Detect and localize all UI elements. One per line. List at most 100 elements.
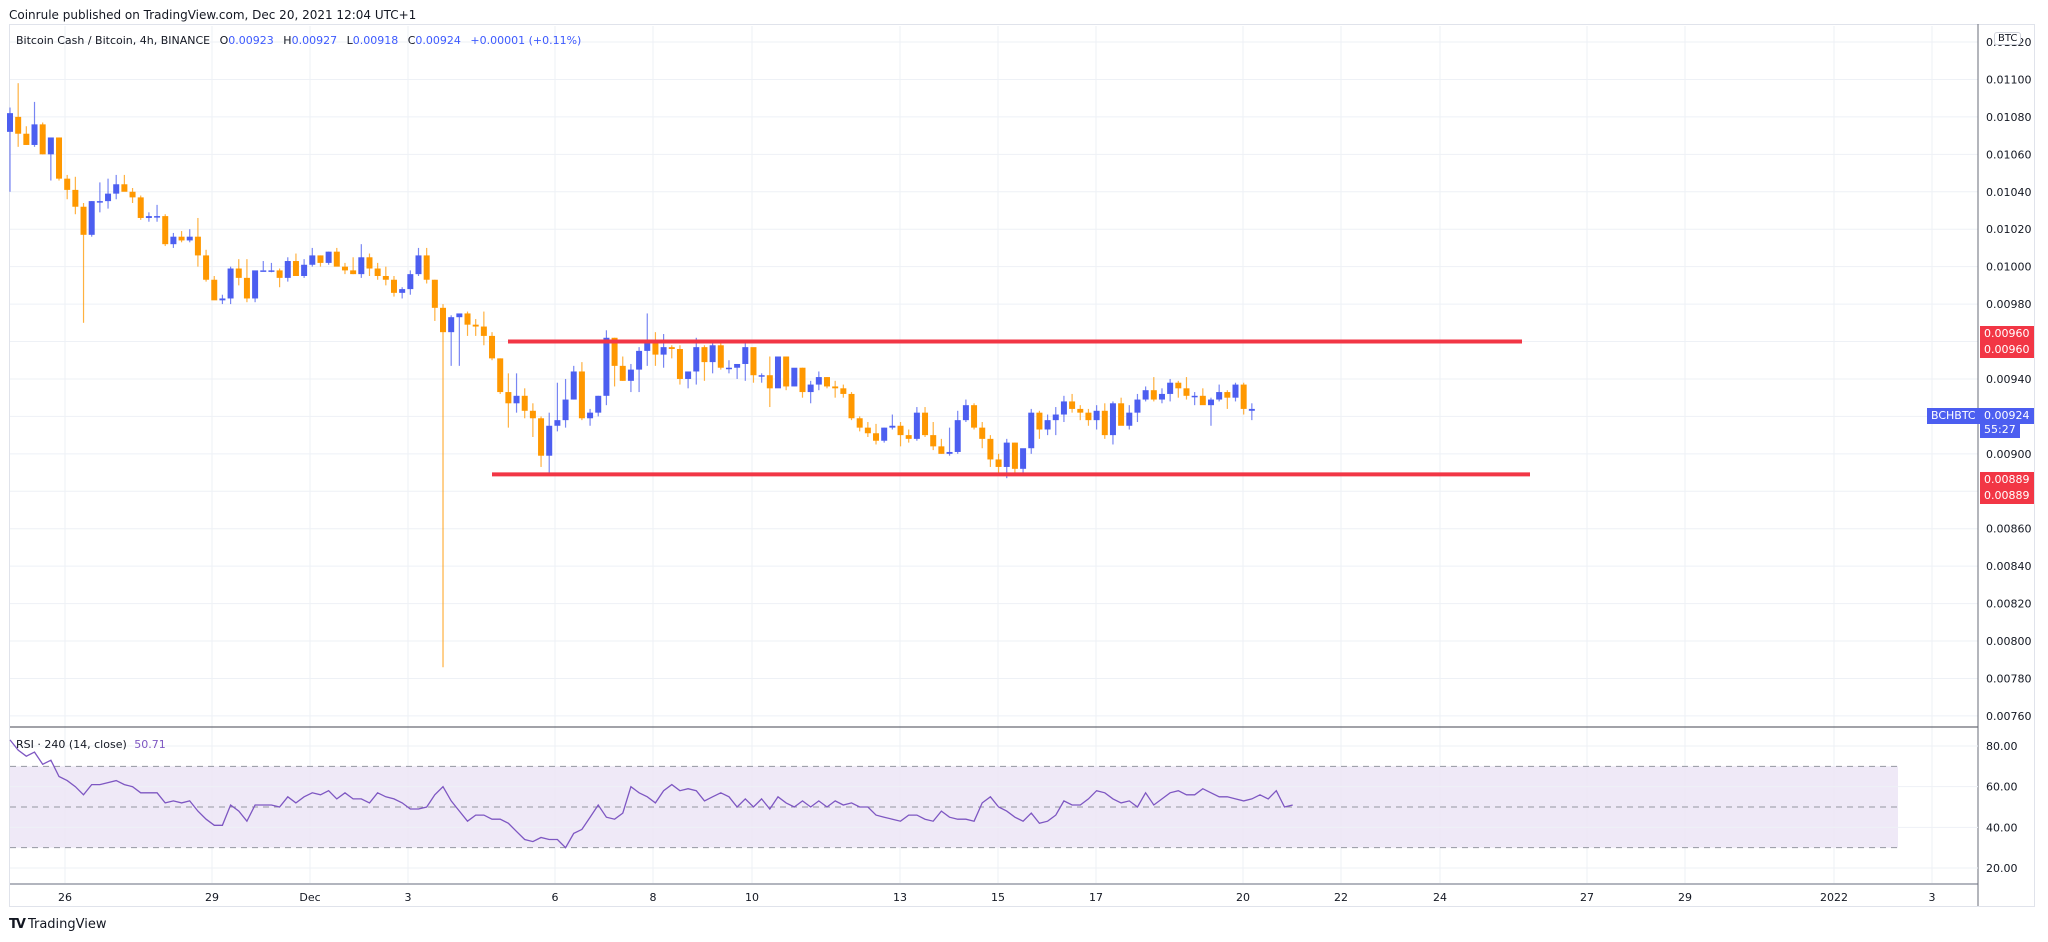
bearish-candle: [489, 335, 496, 359]
bullish-candle: [456, 313, 463, 318]
bullish-candle: [1028, 412, 1035, 449]
bullish-candle: [325, 251, 332, 263]
bearish-candle: [938, 446, 945, 454]
bearish-candle: [350, 270, 357, 275]
bullish-candle: [407, 274, 414, 290]
rsi-tick-label: 20.00: [1986, 862, 2018, 875]
bearish-candle: [1240, 384, 1247, 409]
tradingview-logo-text: TradingView: [27, 917, 107, 932]
bullish-candle: [889, 425, 896, 428]
bearish-candle: [922, 412, 929, 436]
bullish-candle: [603, 337, 610, 396]
resistance-price-badge-2: 0.00960: [1980, 342, 2034, 358]
bullish-candle: [758, 375, 765, 377]
bearish-candle: [366, 257, 373, 269]
time-tick-label: Dec: [299, 891, 320, 904]
bullish-candle: [113, 184, 120, 194]
chart-frame: [9, 24, 2035, 907]
bearish-candle: [276, 270, 283, 278]
bearish-candle: [930, 435, 937, 447]
bullish-candle: [562, 399, 569, 421]
bullish-candle: [96, 201, 103, 203]
bearish-candle: [423, 255, 430, 280]
bullish-candle: [1248, 408, 1255, 411]
bearish-candle: [72, 189, 79, 207]
bullish-candle: [186, 236, 193, 241]
bullish-candle: [1216, 392, 1223, 400]
bearish-candle: [619, 365, 626, 381]
support-price-badge: 0.00889: [1980, 472, 2034, 488]
bearish-candle: [668, 347, 675, 350]
rsi-tick-label: 80.00: [1986, 740, 2018, 753]
bullish-candle: [913, 412, 920, 439]
bearish-candle: [864, 427, 871, 434]
bearish-candle: [390, 279, 397, 293]
time-tick-label: 2022: [1820, 891, 1848, 904]
bearish-candle: [292, 261, 299, 276]
last-price-badge: 0.00924: [1980, 408, 2034, 424]
bullish-candle: [627, 369, 634, 381]
price-tick-label: 0.01100: [1986, 73, 2032, 86]
bullish-candle: [1191, 395, 1198, 398]
bearish-candle: [243, 277, 250, 299]
symbol-tag: BCHBTC: [1927, 408, 1980, 424]
bullish-candle: [807, 384, 814, 393]
bullish-candle: [1044, 420, 1051, 430]
rsi-label: RSI · 240 (14, close): [16, 738, 127, 751]
bullish-candle: [946, 451, 953, 454]
price-tick-label: 0.01020: [1986, 223, 2032, 236]
bullish-candle: [595, 395, 602, 413]
time-tick-label: 26: [58, 891, 72, 904]
bearish-candle: [23, 133, 30, 145]
change-value: +0.00001 (+0.11%): [470, 34, 582, 47]
bearish-candle: [121, 184, 128, 192]
bullish-candle: [154, 216, 161, 218]
bullish-candle: [1020, 448, 1027, 469]
symbol-legend: Bitcoin Cash / Bitcoin, 4h, BINANCE O0.0…: [16, 34, 581, 47]
bearish-candle: [194, 236, 201, 256]
bullish-candle: [587, 412, 594, 419]
bearish-candle: [211, 279, 218, 301]
bullish-candle: [358, 257, 365, 275]
bullish-candle: [1232, 384, 1239, 398]
bearish-candle: [783, 356, 790, 387]
currency-button[interactable]: BTC: [1994, 32, 2022, 45]
bearish-candle: [56, 137, 63, 179]
bullish-candle: [709, 345, 716, 363]
time-tick-label: 8: [650, 891, 657, 904]
price-tick-label: 0.01000: [1986, 261, 2032, 274]
bullish-candle: [660, 347, 667, 355]
bearish-candle: [538, 418, 545, 456]
tradingview-logo[interactable]: 𝗧𝗩 TradingView: [9, 917, 106, 932]
time-tick-label: 10: [745, 891, 759, 904]
bearish-candle: [848, 393, 855, 419]
bullish-candle: [1060, 401, 1067, 415]
time-tick-label: 3: [1929, 891, 1936, 904]
bearish-candle: [1101, 410, 1108, 436]
bullish-candle: [742, 347, 749, 364]
time-tick-label: 29: [1678, 891, 1692, 904]
rsi-legend: RSI · 240 (14, close) 50.71: [16, 738, 166, 751]
bearish-candle: [64, 178, 71, 190]
bullish-candle: [252, 270, 259, 299]
bullish-candle: [1093, 410, 1100, 421]
time-tick-label: 17: [1089, 891, 1103, 904]
bullish-candle: [219, 298, 226, 301]
bearish-candle: [979, 427, 986, 439]
bearish-candle: [905, 435, 912, 439]
bearish-candle: [521, 395, 528, 411]
bullish-candle: [546, 425, 553, 456]
bearish-candle: [676, 349, 683, 379]
bullish-candle: [170, 236, 177, 245]
resistance-price-badge: 0.00960: [1980, 326, 2034, 342]
bearish-candle: [701, 347, 708, 363]
bullish-candle: [1134, 399, 1141, 413]
bullish-candle: [962, 405, 969, 421]
bearish-candle: [987, 438, 994, 460]
bearish-candle: [766, 375, 773, 389]
rsi-band: [10, 766, 1898, 848]
bearish-candle: [15, 116, 22, 134]
time-tick-label: 29: [205, 891, 219, 904]
price-tick-label: 0.00840: [1986, 560, 2032, 573]
